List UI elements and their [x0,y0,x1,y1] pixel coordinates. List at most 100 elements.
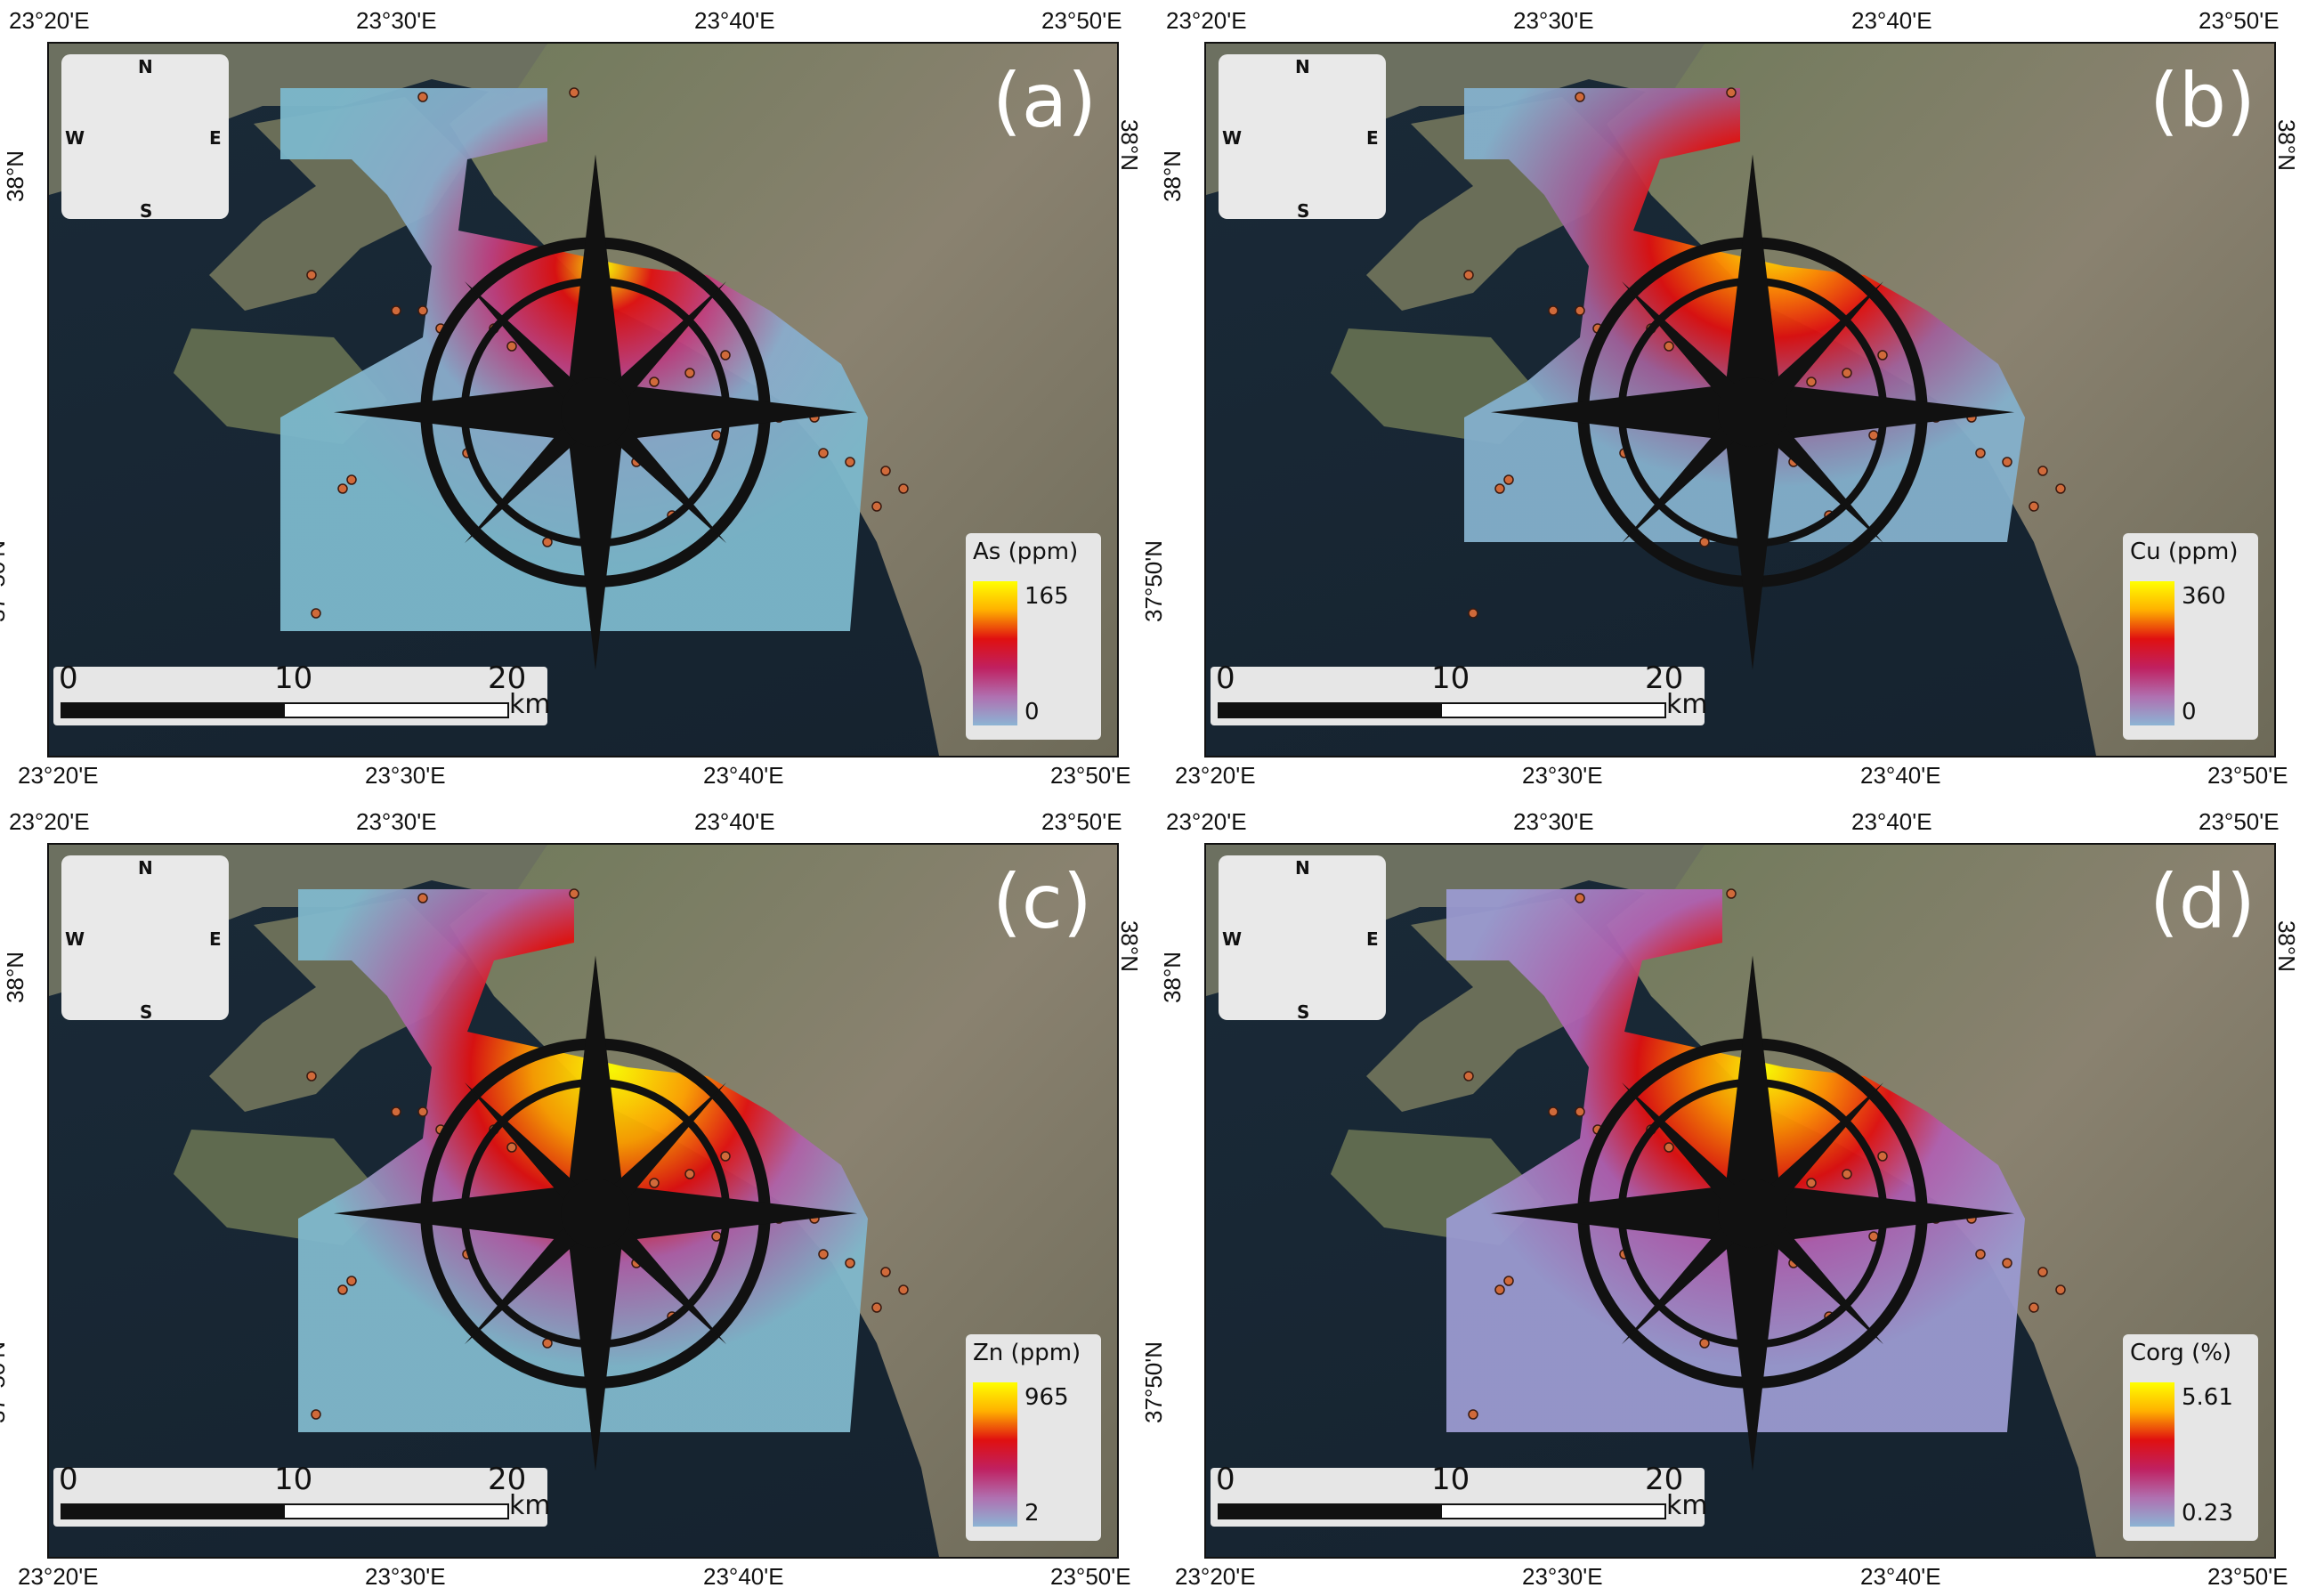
longitude-label-top: 23°20'E [1166,808,1247,835]
legend-title: As (ppm) [973,539,1079,565]
longitude-label-top: 23°40'E [694,808,775,835]
legend-min: 0 [1024,699,1040,725]
legend-color-ramp [973,581,1017,725]
sample-point [1664,1142,1674,1153]
sample-point [1575,92,1585,102]
compass-w-label: W [1222,928,1243,950]
sample-point [871,1302,882,1313]
latitude-label-right: 38°N [1116,118,1144,172]
satellite-map: (c) N S E W 0 10 20 km Zn (ppm) 965 2 [47,843,1119,1559]
legend-title: Cu (ppm) [2130,539,2239,565]
scale-label: 0 [1216,660,1235,696]
sample-point [1877,350,1888,361]
longitude-label-top: 23°20'E [1166,7,1247,34]
map-panel: 23°20'E 23°30'E 23°40'E 23°50'E 23°20'E 23°30… [0,0,1143,795]
sample-point [898,1284,909,1295]
latitude-label-right: 38°N [1116,920,1144,973]
compass-rose-icon [1490,955,2015,1471]
sample-point [1726,888,1737,899]
compass-s-label: S [1297,1001,1310,1023]
scale-label: 10 [274,1462,313,1497]
sample-point [1726,87,1737,98]
longitude-label-bottom: 23°20'E [18,1563,99,1590]
sample-point [417,92,428,102]
legend-min: 2 [1024,1500,1040,1527]
panel-letter: (a) [992,57,1097,144]
sample-point [2037,1267,2048,1277]
scale-label: 20 [488,660,527,696]
longitude-label-top: 23°50'E [2199,7,2280,34]
scale-unit: km [1666,689,1708,720]
sample-point [346,474,357,485]
compass-n-label: N [138,857,153,879]
sample-point [311,608,321,619]
compass-e-label: E [209,127,222,149]
longitude-label-bottom: 23°40'E [703,762,784,789]
sample-point [720,1151,731,1162]
sample-point [569,888,579,899]
sample-point [306,270,317,280]
longitude-label-bottom: 23°20'E [18,762,99,789]
scale-label: 0 [1216,1462,1235,1497]
sample-point [1548,305,1559,316]
longitude-label-top: 23°50'E [1041,808,1122,835]
longitude-label-bottom: 23°30'E [365,762,446,789]
longitude-label-bottom: 23°40'E [1860,1563,1941,1590]
scale-bar-segment [62,704,285,717]
sample-point [1975,1249,1986,1260]
scale-bar-graphic [61,1503,509,1519]
scale-label: 0 [59,1462,78,1497]
map-panel: 23°20'E 23°30'E 23°40'E 23°50'E 23°20'E 23°30… [0,801,1143,1596]
longitude-label-top: 23°30'E [356,7,437,34]
legend: Corg (%) 5.61 0.23 [2123,1334,2258,1541]
sample-point [845,457,855,467]
legend: As (ppm) 165 0 [966,533,1101,740]
sample-point [845,1258,855,1268]
sample-point [506,1142,517,1153]
legend-min: 0 [2182,699,2197,725]
scale-bar-graphic [1218,1503,1666,1519]
compass-n-label: N [1295,56,1310,77]
longitude-label-bottom: 23°50'E [1050,1563,1131,1590]
longitude-label-top: 23°40'E [1851,808,1932,835]
compass-s-label: S [140,200,153,222]
sample-point [880,1267,891,1277]
scale-bar: 0 10 20 km [53,663,551,725]
compass-e-label: E [1366,127,1379,149]
sample-point [1806,377,1817,387]
north-arrow: N S E W [61,54,858,670]
north-arrow: N S E W [1219,855,2015,1471]
sample-point [417,893,428,903]
legend: Zn (ppm) 965 2 [966,1334,1101,1541]
longitude-label-bottom: 23°30'E [365,1563,446,1590]
sample-point [2037,466,2048,476]
latitude-label-left: 37°50'N [0,540,10,622]
compass-w-label: W [65,928,85,950]
legend-title: Corg (%) [2130,1340,2232,1366]
compass-rose-icon [333,154,858,670]
sample-point [871,501,882,512]
scale-label: 10 [1431,660,1470,696]
latitude-label-right: 38°N [2273,118,2301,172]
sample-point [684,1169,695,1179]
satellite-map: (d) N S E W 0 10 20 km Corg (%) 5.61 0.23 [1204,843,2276,1559]
sample-point [346,1276,357,1286]
scale-bar-segment [1219,1505,1442,1518]
sample-point [1806,1178,1817,1188]
sample-point [818,448,829,458]
satellite-map: (a) N S E W 0 10 20 km As (ppm) 165 0 [47,42,1119,757]
sample-point [649,1178,660,1188]
sample-point [684,368,695,378]
legend-title: Zn (ppm) [973,1340,1081,1366]
compass-rose-icon [333,955,858,1471]
latitude-label-right: 38°N [2273,920,2301,973]
map-panel: 23°20'E 23°30'E 23°40'E 23°50'E 23°20'E 23°30… [1140,801,2300,1596]
longitude-label-bottom: 23°40'E [703,1563,784,1590]
scale-label: 10 [1431,1462,1470,1497]
longitude-label-bottom: 23°20'E [1175,1563,1256,1590]
legend-max: 165 [1024,583,1069,610]
sample-point [506,341,517,352]
sample-point [1463,270,1474,280]
legend: Cu (ppm) 360 0 [2123,533,2258,740]
compass-n-label: N [138,56,153,77]
